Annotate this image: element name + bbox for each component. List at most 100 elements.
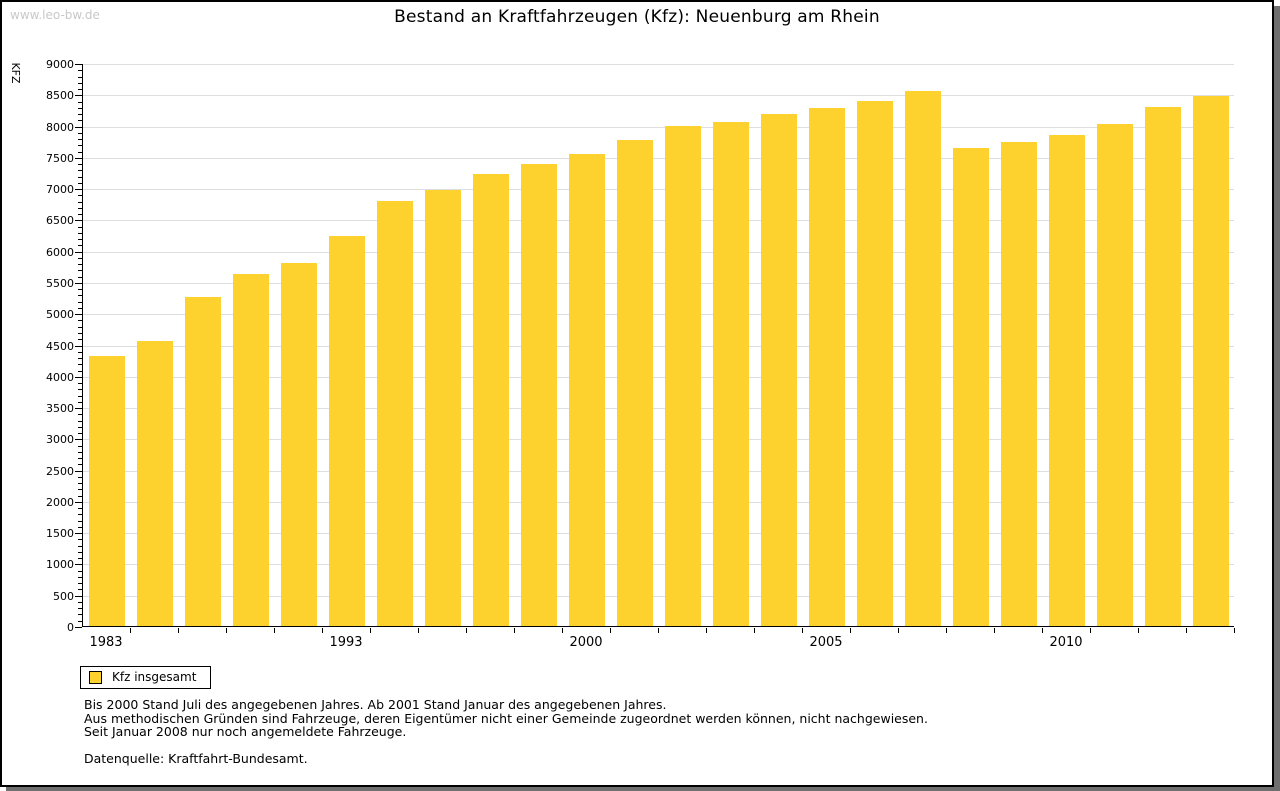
y-minor-tick-6700 <box>78 208 82 209</box>
y-tick-1500 <box>75 533 82 534</box>
y-minor-tick-300 <box>78 608 82 609</box>
y-tick-label-7500: 7500 <box>46 152 74 165</box>
x-tick-18 <box>946 628 947 633</box>
y-minor-tick-6200 <box>78 239 82 240</box>
y-tick-6000 <box>75 252 82 253</box>
gridline-3000 <box>83 439 1234 440</box>
y-minor-tick-3700 <box>78 396 82 397</box>
x-tick-4 <box>274 628 275 633</box>
y-minor-tick-8600 <box>78 89 82 90</box>
y-tick-label-1500: 1500 <box>46 527 74 540</box>
y-minor-tick-4600 <box>78 339 82 340</box>
bar-1989 <box>233 274 269 626</box>
y-tick-7500 <box>75 158 82 159</box>
y-tick-label-3500: 3500 <box>46 402 74 415</box>
bar-2000 <box>569 154 605 626</box>
x-tick-16 <box>850 628 851 633</box>
x-label-1993: 1993 <box>329 635 363 650</box>
x-tick-1 <box>130 628 131 633</box>
x-tick-23 <box>1186 628 1187 633</box>
y-minor-tick-3100 <box>78 433 82 434</box>
gridline-3500 <box>83 408 1234 409</box>
y-minor-tick-3800 <box>78 389 82 390</box>
y-minor-tick-5200 <box>78 302 82 303</box>
y-minor-tick-7100 <box>78 183 82 184</box>
page-title: Bestand an Kraftfahrzeugen (Kfz): Neuenb… <box>394 7 880 27</box>
y-minor-tick-5300 <box>78 295 82 296</box>
y-minor-tick-8200 <box>78 114 82 115</box>
y-minor-tick-5700 <box>78 270 82 271</box>
y-minor-tick-1900 <box>78 508 82 509</box>
y-tick-label-3000: 3000 <box>46 433 74 446</box>
y-tick-3000 <box>75 439 82 440</box>
x-tick-15 <box>802 628 803 633</box>
y-tick-label-2000: 2000 <box>46 496 74 509</box>
y-minor-tick-7800 <box>78 139 82 140</box>
y-tick-9000 <box>75 64 82 65</box>
gridline-7500 <box>83 158 1234 159</box>
gridline-9000 <box>83 64 1234 65</box>
gridline-2000 <box>83 502 1234 503</box>
y-tick-4500 <box>75 346 82 347</box>
bar-2004 <box>761 114 797 626</box>
y-tick-label-6500: 6500 <box>46 214 74 227</box>
footnotes: Bis 2000 Stand Juli des angegebenen Jahr… <box>84 698 928 765</box>
y-tick-label-5500: 5500 <box>46 277 74 290</box>
legend: Kfz insgesamt <box>80 666 212 689</box>
x-tick-11 <box>610 628 611 633</box>
bar-1998 <box>473 174 509 626</box>
y-minor-tick-7600 <box>78 152 82 153</box>
y-tick-label-7000: 7000 <box>46 183 74 196</box>
y-tick-5500 <box>75 283 82 284</box>
y-minor-tick-7700 <box>78 145 82 146</box>
y-minor-tick-2300 <box>78 483 82 484</box>
y-minor-tick-400 <box>78 602 82 603</box>
y-tick-8500 <box>75 95 82 96</box>
y-minor-tick-1600 <box>78 527 82 528</box>
watermark: www.leo-bw.de <box>10 8 100 22</box>
y-minor-tick-6400 <box>78 227 82 228</box>
x-tick-2 <box>178 628 179 633</box>
y-tick-2000 <box>75 502 82 503</box>
y-minor-tick-6300 <box>78 233 82 234</box>
x-tick-5 <box>322 628 323 633</box>
y-minor-tick-3600 <box>78 402 82 403</box>
y-minor-tick-5800 <box>78 264 82 265</box>
x-label-2000: 2000 <box>569 635 603 650</box>
x-label-2010: 2010 <box>1049 635 1083 650</box>
y-minor-tick-8700 <box>78 83 82 84</box>
x-tick-9 <box>514 628 515 633</box>
y-minor-tick-1200 <box>78 552 82 553</box>
gridline-5000 <box>83 314 1234 315</box>
y-tick-label-8500: 8500 <box>46 89 74 102</box>
y-minor-tick-2400 <box>78 477 82 478</box>
y-minor-tick-4200 <box>78 364 82 365</box>
chart: KFZ 0 500 1000 1500 2000 2500 3000 3500 4000 4500… <box>2 2 1276 662</box>
gridline-8000 <box>83 127 1234 128</box>
y-minor-tick-1400 <box>78 539 82 540</box>
x-tick-8 <box>466 628 467 633</box>
x-label-2005: 2005 <box>809 635 843 650</box>
y-minor-tick-3400 <box>78 414 82 415</box>
x-tick-12 <box>658 628 659 633</box>
y-minor-tick-5900 <box>78 258 82 259</box>
y-minor-tick-6100 <box>78 245 82 246</box>
legend-label: Kfz insgesamt <box>112 670 197 684</box>
bar-1997 <box>425 190 461 626</box>
y-minor-tick-3200 <box>78 427 82 428</box>
y-minor-tick-8400 <box>78 102 82 103</box>
x-tick-19 <box>994 628 995 633</box>
bar-2010 <box>1049 135 1085 626</box>
footnote-line-2: Aus methodischen Gründen sind Fahrzeuge,… <box>84 710 928 726</box>
y-minor-tick-6600 <box>78 214 82 215</box>
y-minor-tick-8100 <box>78 120 82 121</box>
gridline-8500 <box>83 95 1234 96</box>
y-minor-tick-7200 <box>78 177 82 178</box>
bar-2011 <box>1097 124 1133 626</box>
y-minor-tick-3900 <box>78 383 82 384</box>
y-minor-tick-2800 <box>78 452 82 453</box>
y-minor-tick-4400 <box>78 352 82 353</box>
y-minor-tick-5100 <box>78 308 82 309</box>
y-minor-tick-8800 <box>78 77 82 78</box>
y-tick-6500 <box>75 220 82 221</box>
